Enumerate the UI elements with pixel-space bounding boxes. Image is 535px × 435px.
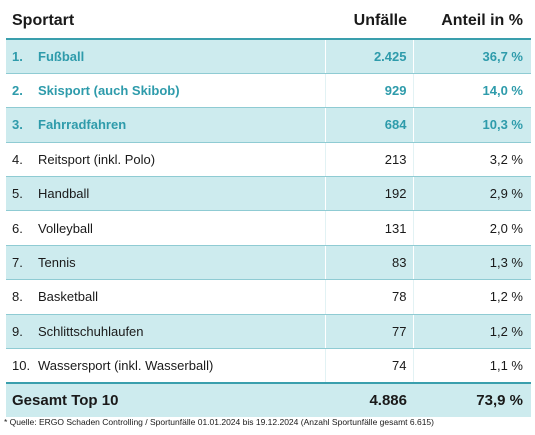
total-share: 73,9 %	[413, 381, 531, 417]
header-anteil: Anteil in %	[413, 4, 531, 40]
accident-count: 74	[324, 348, 413, 384]
sport-cell: 5. Handball	[6, 176, 325, 212]
sport-name: Volleyball	[38, 220, 93, 236]
sport-name: Wassersport (inkl. Wasserball)	[38, 357, 214, 373]
table-row: 7. Tennis 83 1,3 %	[6, 245, 531, 281]
sport-name: Tennis	[38, 255, 76, 271]
header-unfaelle: Unfälle	[325, 4, 413, 40]
total-label: Gesamt Top 10	[6, 381, 325, 417]
sport-name: Reitsport (inkl. Polo)	[38, 151, 156, 167]
table-row: 4. Reitsport (inkl. Polo) 213 3,2 %	[6, 142, 531, 178]
rank-label: 7.	[12, 255, 23, 271]
sport-cell: 4. Reitsport (inkl. Polo)	[6, 142, 325, 178]
accident-count: 77	[324, 314, 413, 350]
table-header: Sportart Unfälle Anteil in %	[6, 4, 531, 40]
header-sportart: Sportart	[6, 4, 325, 40]
accident-count: 83	[324, 245, 413, 281]
accident-share: 14,0 %	[412, 73, 531, 109]
sport-cell: 2. Skisport (auch Skibob)	[6, 73, 325, 109]
sport-cell: 8. Basketball	[6, 279, 325, 315]
sport-name: Fahrradfahren	[38, 117, 127, 133]
accident-count: 213	[324, 142, 413, 178]
accident-count: 192	[324, 176, 413, 212]
rank-label: 1.	[12, 48, 23, 64]
rank-label: 6.	[12, 220, 23, 236]
sport-name: Skisport (auch Skibob)	[38, 83, 180, 99]
accident-share: 3,2 %	[412, 142, 531, 178]
accident-count: 131	[324, 210, 413, 246]
rank-label: 2.	[12, 83, 23, 99]
sport-name: Schlittschuhlaufen	[38, 323, 144, 339]
rank-label: 9.	[12, 323, 23, 339]
rank-label: 4.	[12, 151, 23, 167]
sport-cell: 9. Schlittschuhlaufen	[6, 314, 325, 350]
sport-name: Handball	[38, 186, 90, 202]
total-count: 4.886	[325, 381, 413, 417]
accident-share: 1,3 %	[412, 245, 531, 281]
source-note: * Quelle: ERGO Schaden Controlling / Spo…	[4, 417, 434, 427]
rank-label: 3.	[12, 117, 23, 133]
accident-share: 2,9 %	[412, 176, 531, 212]
sport-cell: 1. Fußball	[6, 39, 325, 74]
table-footer: Gesamt Top 10 4.886 73,9 %	[6, 381, 531, 417]
accident-count: 684	[324, 107, 413, 143]
accident-share: 36,7 %	[412, 39, 531, 74]
rank-label: 5.	[12, 186, 23, 202]
sport-name: Fußball	[38, 48, 85, 64]
rank-label: 8.	[12, 289, 23, 305]
table-body: 1. Fußball 2.425 36,7 % 2. Skisport (auch Ski…	[6, 39, 531, 384]
table-row: 3. Fahrradfahren 684 10,3 %	[6, 107, 531, 143]
accident-share: 10,3 %	[412, 107, 531, 143]
table-row: 2. Skisport (auch Skibob) 929 14,0 %	[6, 73, 531, 109]
table-row: 5. Handball 192 2,9 %	[6, 176, 531, 212]
accident-share: 1,2 %	[412, 279, 531, 315]
accident-count: 929	[324, 73, 413, 109]
sport-cell: 10. Wassersport (inkl. Wasserball)	[6, 348, 325, 384]
header-row: Sportart Unfälle Anteil in %	[6, 4, 531, 40]
sport-cell: 6. Volleyball	[6, 210, 325, 246]
accident-count: 2.425	[324, 39, 413, 74]
accident-share: 1,1 %	[412, 348, 531, 384]
sport-name: Basketball	[38, 289, 98, 305]
sport-cell: 7. Tennis	[6, 245, 325, 281]
sport-cell: 3. Fahrradfahren	[6, 107, 325, 143]
total-row: Gesamt Top 10 4.886 73,9 %	[6, 381, 531, 417]
table-row: 9. Schlittschuhlaufen 77 1,2 %	[6, 314, 531, 350]
accident-share: 1,2 %	[412, 314, 531, 350]
table-row: 8. Basketball 78 1,2 %	[6, 279, 531, 315]
table-row: 1. Fußball 2.425 36,7 %	[6, 39, 531, 74]
table-row: 10. Wassersport (inkl. Wasserball) 74 1,1 %	[6, 348, 531, 384]
table-row: 6. Volleyball 131 2,0 %	[6, 210, 531, 246]
sport-accident-table: Sportart Unfälle Anteil in % 1. Fußball 2.…	[6, 4, 531, 417]
accident-share: 2,0 %	[412, 210, 531, 246]
accident-count: 78	[324, 279, 413, 315]
rank-label: 10.	[12, 357, 31, 373]
